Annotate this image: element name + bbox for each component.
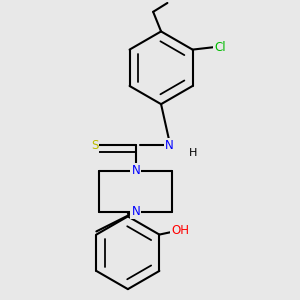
Text: H: H [188,148,197,158]
Text: OH: OH [171,224,189,237]
Text: Cl: Cl [214,40,226,54]
Text: N: N [131,205,140,218]
Text: N: N [131,164,140,177]
Text: N: N [165,139,173,152]
Text: S: S [91,139,98,152]
